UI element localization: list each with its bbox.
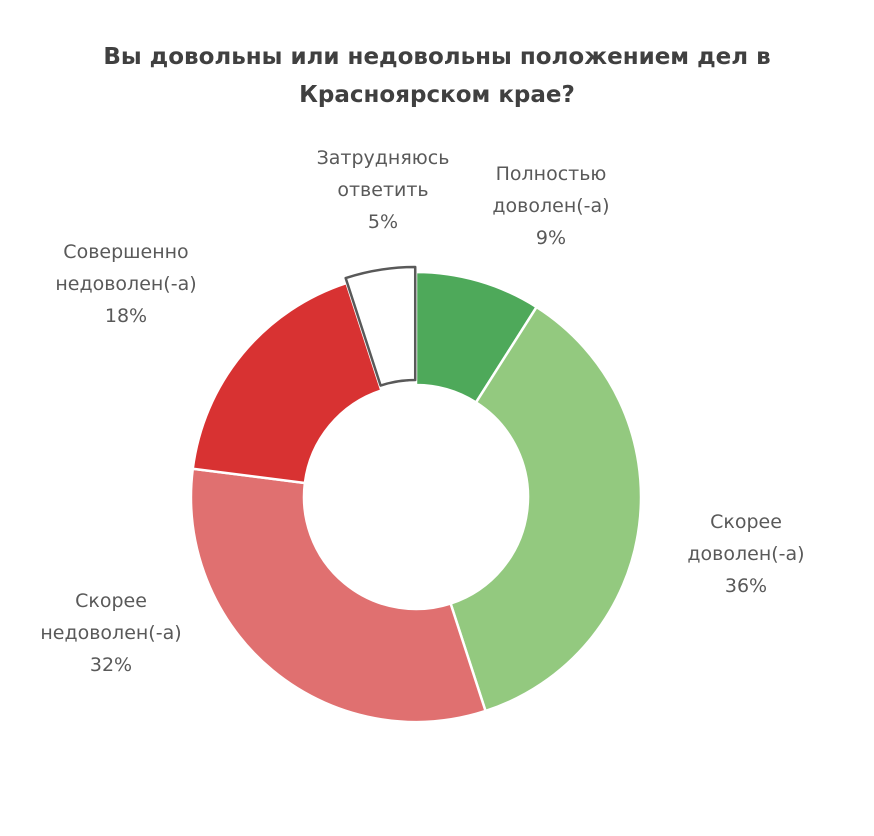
label-совершенно-недоволен: Совершенно недоволен(-а) 18% — [55, 241, 196, 327]
slice-скорее-доволен — [449, 305, 643, 713]
slice-name-line: Совершенно — [63, 241, 188, 263]
slice-name-line: ответить — [337, 179, 428, 201]
slice-name-line: Скорее — [710, 511, 782, 533]
slice-затрудняюсь-ответить — [344, 265, 417, 387]
label-затрудняюсь-ответить: Затрудняюсь ответить 5% — [317, 147, 450, 233]
slice-name-line: Полностью — [496, 163, 607, 185]
slice-value-label: 5% — [368, 211, 398, 233]
slice-name-line: недоволен(-а) — [55, 273, 196, 295]
slice-name-line: Затрудняюсь — [317, 147, 450, 169]
donut-slices — [189, 265, 643, 724]
slice-name-line: доволен(-а) — [492, 195, 609, 217]
slice-labels: Полностью доволен(-а) 9% Скорее доволен(-а) 3… — [40, 147, 804, 676]
slice-value-label: 32% — [90, 654, 132, 676]
slice-value-label: 36% — [725, 575, 767, 597]
slice-совершенно-недоволен — [191, 281, 383, 485]
chart-title: Вы довольны или недовольны положением де… — [0, 38, 874, 114]
slice-скорее-недоволен — [189, 467, 487, 724]
label-скорее-доволен: Скорее доволен(-а) 36% — [687, 511, 804, 597]
slice-name-line: недоволен(-а) — [40, 622, 181, 644]
label-скорее-недоволен: Скорее недоволен(-а) 32% — [40, 590, 181, 676]
chart-title-line-1: Вы довольны или недовольны положением де… — [103, 44, 771, 70]
label-полностью-доволен: Полностью доволен(-а) 9% — [492, 163, 609, 249]
slice-value-label: 9% — [536, 227, 566, 249]
chart-title-line-2: Красноярском крае? — [299, 82, 575, 108]
slice-name-line: Скорее — [75, 590, 147, 612]
slice-value-label: 18% — [105, 305, 147, 327]
slice-name-line: доволен(-а) — [687, 543, 804, 565]
